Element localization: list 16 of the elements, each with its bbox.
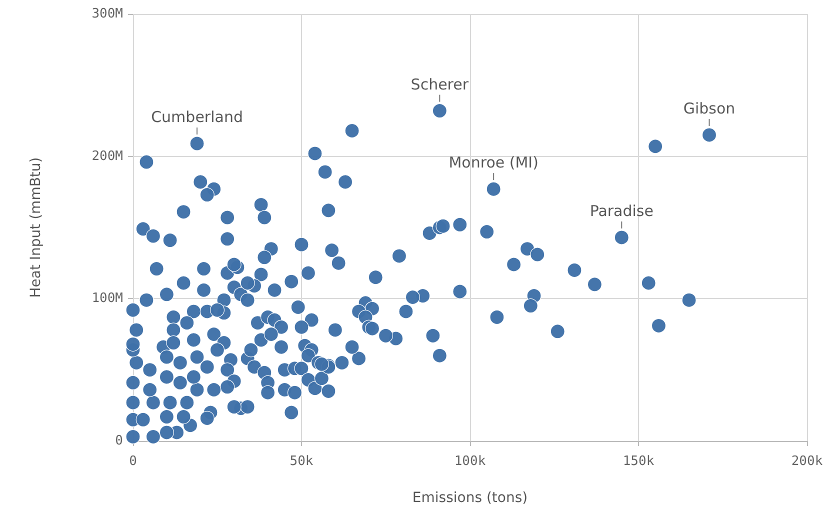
annotation: Cumberland <box>151 108 243 126</box>
x-axis-title: Emissions (tons) <box>412 490 528 506</box>
y-tick-label: 200M <box>92 148 124 164</box>
x-tick-label: 200k <box>791 454 823 469</box>
y-tick-label: 300M <box>92 6 124 22</box>
annotation: Monroe (MI) <box>448 154 538 172</box>
x-tick-label: 0 <box>129 454 137 469</box>
x-tick-label: 100k <box>454 454 486 469</box>
x-tick-label: 150k <box>622 454 654 469</box>
y-axis-title: Heat Input (mmBtu) <box>28 157 44 298</box>
y-tick-label: 0 <box>115 434 123 448</box>
annotation: Gibson <box>683 99 736 118</box>
y-tick-label: 100M <box>92 291 124 306</box>
annotation: Scherer <box>410 75 470 94</box>
annotation: Paradise <box>590 202 654 220</box>
x-tick-label: 50k <box>290 454 314 469</box>
